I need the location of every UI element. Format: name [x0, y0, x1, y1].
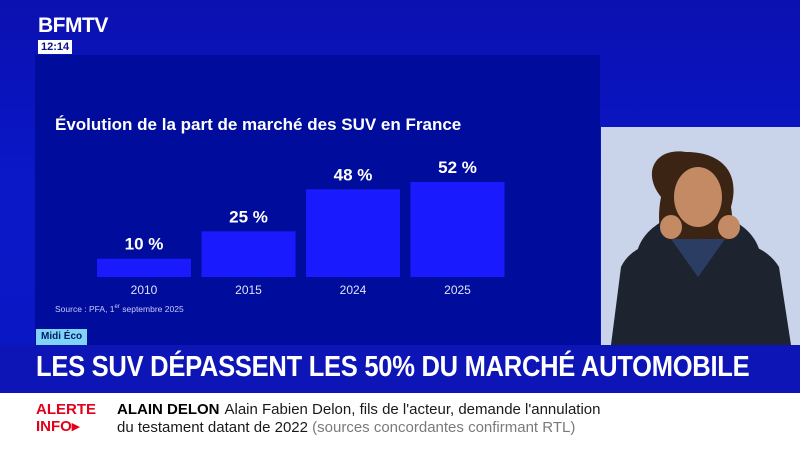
alerte-label-line1: ALERTE [36, 401, 96, 418]
bar-2024 [306, 189, 400, 277]
bar-2010 [97, 258, 191, 277]
ticker-text-2: du testament datant de 2022 [117, 419, 308, 436]
chart-panel: Évolution de la part de marché des SUV e… [35, 55, 600, 345]
news-ticker [0, 393, 800, 450]
channel-logo: BFMTV [38, 15, 108, 36]
alerte-label-line2: INFO▸ [36, 418, 80, 435]
chart-title: Évolution de la part de marché des SUV e… [55, 115, 462, 134]
alerte-label-info: INFO [36, 418, 72, 435]
clock: 12:14 [38, 40, 73, 54]
headline: LES SUV DÉPASSENT LES 50% DU MARCHÉ AUTO… [36, 351, 750, 383]
data-label-2025: 52 % [438, 158, 477, 177]
ticker-subject: ALAIN DELON [117, 401, 220, 418]
rubrique-badge: Midi Éco [36, 329, 88, 345]
chart-source: Source : PFA, 1er septembre 2025 [55, 304, 184, 314]
data-label-2015: 25 % [229, 207, 268, 226]
tick-label-2025: 2025 [444, 283, 471, 297]
bar-2015 [201, 231, 296, 277]
data-label-2024: 48 % [334, 165, 373, 184]
interpreter-figure [601, 127, 800, 345]
tick-label-2024: 2024 [340, 283, 367, 297]
tick-label-2015: 2015 [235, 283, 262, 297]
ticker-text-1: Alain Fabien Delon, fils de l'acteur, de… [224, 401, 601, 418]
ticker-line-2: du testament datant de 2022 (sources con… [117, 419, 575, 436]
headline-bar [0, 345, 800, 393]
logo-text: BFMTV [38, 14, 108, 37]
bar-chart: 10 % 2010 25 % 2015 48 % 2024 52 % 2025 [97, 158, 505, 297]
bar-2025 [410, 182, 505, 277]
sign-language-interpreter [601, 127, 800, 345]
tick-label-2010: 2010 [131, 283, 158, 297]
ticker-line-1: ALAIN DELON Alain Fabien Delon, fils de l… [117, 401, 600, 418]
alerte-info-label: ALERTE INFO▸ [36, 401, 106, 435]
ticker-text-2-muted: (sources concordantes confirmant RTL) [312, 419, 576, 436]
data-label-2010: 10 % [125, 235, 164, 254]
